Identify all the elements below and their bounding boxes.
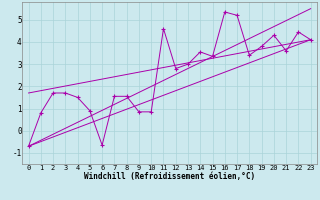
- X-axis label: Windchill (Refroidissement éolien,°C): Windchill (Refroidissement éolien,°C): [84, 172, 255, 181]
